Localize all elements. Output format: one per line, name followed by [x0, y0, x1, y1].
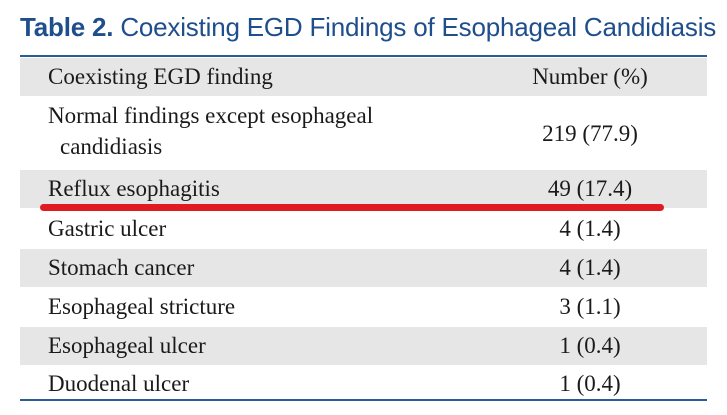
header-finding: Coexisting EGD finding: [48, 64, 273, 89]
row-finding: Stomach cancer: [48, 255, 195, 280]
row-number: 1 (0.4): [559, 371, 621, 396]
row-finding: Normal findings except esophageal candid…: [48, 100, 468, 162]
row-finding-line2: candidiasis: [60, 134, 163, 159]
row-number: 219 (77.9): [542, 121, 638, 146]
table-caption: Table 2. Coexisting EGD Findings of Esop…: [20, 12, 716, 43]
table-row: Normal findings except esophageal candid…: [20, 96, 707, 168]
row-finding: Esophageal ulcer: [48, 333, 206, 358]
table-header-row: Coexisting EGD finding Number (%): [20, 58, 707, 96]
row-finding: Reflux esophagitis: [48, 176, 220, 201]
row-finding: Gastric ulcer: [48, 216, 167, 241]
table-row: Gastric ulcer 4 (1.4): [20, 210, 707, 248]
header-number: Number (%): [532, 64, 648, 89]
row-number: 4 (1.4): [559, 255, 621, 280]
row-finding: Duodenal ulcer: [48, 371, 190, 396]
table-row: Reflux esophagitis 49 (17.4): [20, 170, 707, 208]
table-top-rule: [20, 55, 707, 57]
row-number: 49 (17.4): [547, 176, 633, 201]
table-row: Esophageal ulcer 1 (0.4): [20, 327, 707, 365]
row-finding: Esophageal stricture: [48, 294, 236, 319]
row-number: 4 (1.4): [559, 216, 621, 241]
row-finding-line1: Normal findings except esophageal: [48, 103, 374, 128]
table-row: Stomach cancer 4 (1.4): [20, 249, 707, 287]
table-title: Coexisting EGD Findings of Esophageal Ca…: [113, 12, 717, 42]
table-bottom-rule: [20, 399, 707, 401]
table-row: Duodenal ulcer 1 (0.4): [20, 365, 707, 399]
table-label: Table 2.: [20, 12, 114, 42]
red-highlight-underline: [40, 204, 664, 211]
row-number: 1 (0.4): [559, 333, 621, 358]
row-number: 3 (1.1): [559, 294, 621, 319]
table-row: Esophageal stricture 3 (1.1): [20, 288, 707, 326]
